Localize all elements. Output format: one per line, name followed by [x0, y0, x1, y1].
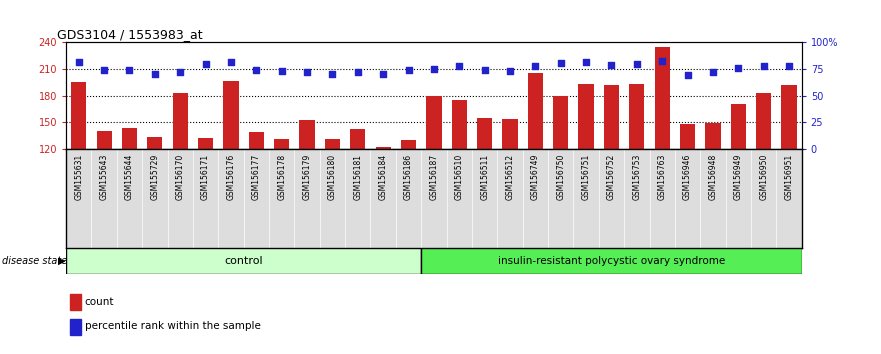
Text: GSM156171: GSM156171: [201, 154, 210, 200]
Bar: [528, 74, 543, 149]
Bar: [553, 96, 568, 149]
Point: [224, 59, 238, 64]
Text: GSM156950: GSM156950: [759, 154, 768, 200]
Point: [275, 68, 289, 74]
Point: [503, 68, 517, 74]
Point: [757, 63, 771, 69]
Bar: [603, 85, 619, 149]
Point: [148, 72, 162, 77]
Point: [579, 59, 593, 64]
Text: GSM155644: GSM155644: [125, 154, 134, 200]
Text: GSM156948: GSM156948: [708, 154, 717, 200]
Point: [97, 67, 111, 73]
Bar: [274, 139, 289, 149]
Text: GSM156177: GSM156177: [252, 154, 261, 200]
Point: [452, 63, 466, 69]
Point: [630, 61, 644, 67]
Bar: [452, 100, 467, 149]
Text: GSM156187: GSM156187: [429, 154, 439, 200]
Text: GSM156176: GSM156176: [226, 154, 235, 200]
Point: [478, 67, 492, 73]
Text: GSM156751: GSM156751: [581, 154, 590, 200]
Point: [680, 73, 694, 78]
Text: GSM156753: GSM156753: [633, 154, 641, 200]
Text: GSM156512: GSM156512: [506, 154, 515, 200]
Bar: [147, 137, 162, 149]
Bar: [350, 129, 366, 149]
Text: GSM156170: GSM156170: [175, 154, 185, 200]
Bar: [579, 84, 594, 149]
Point: [376, 72, 390, 77]
Point: [249, 67, 263, 73]
Bar: [629, 84, 644, 149]
Text: GSM156752: GSM156752: [607, 154, 616, 200]
Bar: [680, 124, 695, 149]
Point: [426, 66, 440, 72]
FancyBboxPatch shape: [421, 248, 802, 274]
Bar: [375, 147, 391, 149]
Point: [706, 69, 720, 75]
Point: [300, 69, 315, 75]
Text: GSM156184: GSM156184: [379, 154, 388, 200]
Text: GSM156951: GSM156951: [784, 154, 794, 200]
Bar: [477, 118, 492, 149]
Text: GSM156180: GSM156180: [328, 154, 337, 200]
Text: control: control: [225, 256, 263, 266]
Text: GSM156750: GSM156750: [556, 154, 566, 200]
Bar: [730, 104, 746, 149]
Bar: [122, 129, 137, 149]
Text: disease state: disease state: [2, 256, 67, 266]
Text: GSM155643: GSM155643: [100, 154, 108, 200]
Bar: [756, 93, 771, 149]
Text: GSM156181: GSM156181: [353, 154, 362, 200]
Bar: [198, 138, 213, 149]
Point: [553, 60, 567, 65]
Bar: [706, 123, 721, 149]
Text: GDS3104 / 1553983_at: GDS3104 / 1553983_at: [57, 28, 203, 41]
Bar: [781, 85, 796, 149]
Bar: [97, 131, 112, 149]
Bar: [300, 120, 315, 149]
Text: ▶: ▶: [58, 256, 66, 266]
Point: [71, 59, 85, 64]
FancyBboxPatch shape: [66, 248, 421, 274]
Bar: [71, 82, 86, 149]
Bar: [655, 47, 670, 149]
Point: [731, 65, 745, 71]
Point: [782, 63, 796, 69]
Bar: [401, 140, 416, 149]
Text: GSM155729: GSM155729: [151, 154, 159, 200]
Text: GSM155631: GSM155631: [74, 154, 84, 200]
Bar: [502, 120, 518, 149]
Text: count: count: [85, 297, 114, 307]
Point: [325, 72, 339, 77]
Point: [655, 58, 670, 63]
Text: insulin-resistant polycystic ovary syndrome: insulin-resistant polycystic ovary syndr…: [498, 256, 725, 266]
Text: GSM156178: GSM156178: [278, 154, 286, 200]
Text: GSM156186: GSM156186: [404, 154, 413, 200]
Text: GSM156511: GSM156511: [480, 154, 489, 200]
Text: GSM156949: GSM156949: [734, 154, 743, 200]
Text: GSM156179: GSM156179: [302, 154, 312, 200]
Bar: [248, 132, 264, 149]
Point: [604, 62, 618, 68]
Point: [529, 63, 543, 69]
Point: [402, 67, 416, 73]
Point: [351, 69, 365, 75]
Text: percentile rank within the sample: percentile rank within the sample: [85, 321, 261, 331]
Bar: [173, 93, 188, 149]
Bar: [325, 139, 340, 149]
Bar: [426, 97, 441, 149]
Text: GSM156763: GSM156763: [658, 154, 667, 200]
Text: GSM156946: GSM156946: [683, 154, 692, 200]
Point: [198, 61, 212, 67]
Point: [174, 69, 188, 75]
Bar: [224, 81, 239, 149]
Point: [122, 67, 137, 73]
Text: GSM156749: GSM156749: [531, 154, 540, 200]
Text: GSM156510: GSM156510: [455, 154, 463, 200]
